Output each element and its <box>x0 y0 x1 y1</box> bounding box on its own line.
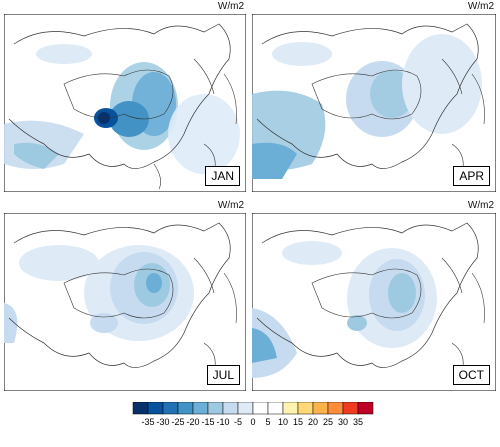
map-apr <box>252 14 496 192</box>
map-panel-jul: W/m2 JUL <box>4 200 246 391</box>
map-jan <box>4 14 246 192</box>
colorbar-tick-label: 20 <box>308 417 318 427</box>
colorbar-tick-label: -25 <box>171 417 184 427</box>
colorbar-tick-label: -30 <box>156 417 169 427</box>
colorbar-tick-label: -20 <box>186 417 199 427</box>
colorbar-swatch <box>342 402 359 415</box>
colorbar-swatch <box>297 402 314 415</box>
colorbar-tick-label: -35 <box>141 417 154 427</box>
colorbar-swatch <box>282 402 299 415</box>
colorbar-tick-label: 5 <box>265 417 270 427</box>
colorbar-swatch <box>147 402 164 415</box>
colorbar-tick-label: 0 <box>250 417 255 427</box>
colorbar-swatch <box>132 402 149 415</box>
colorbar-tick-label: 25 <box>323 417 333 427</box>
colorbar-tick-label: -10 <box>216 417 229 427</box>
colorbar-swatch <box>222 402 239 415</box>
unit-label-oct: W/m2 <box>467 200 494 211</box>
colorbar-swatch <box>207 402 224 415</box>
colorbar-swatch <box>327 402 344 415</box>
colorbar-tick-label: -15 <box>201 417 214 427</box>
colorbar-swatch <box>162 402 179 415</box>
colorbar-tick-label: -5 <box>234 417 242 427</box>
colorbar-swatch <box>237 402 254 415</box>
colorbar-swatch <box>312 402 329 415</box>
map-jul <box>4 213 246 391</box>
month-label-apr: APR <box>453 166 490 186</box>
colorbar-tick-label: 15 <box>293 417 303 427</box>
month-label-jul: JUL <box>206 365 240 385</box>
colorbar: -35 -30 -25 -20 -15 -10 -5 0 5 10 15 20 25 30 35 <box>132 402 374 427</box>
map-panel-apr: W/m2 APR <box>252 1 496 192</box>
unit-label-jan: W/m2 <box>217 1 244 12</box>
colorbar-tick-label: 35 <box>353 417 363 427</box>
colorbar-swatch <box>192 402 209 415</box>
colorbar-swatch <box>177 402 194 415</box>
colorbar-swatch <box>252 402 269 415</box>
colorbar-tick-label: 30 <box>338 417 348 427</box>
month-label-oct: OCT <box>452 365 490 385</box>
colorbar-swatch <box>357 402 374 415</box>
colorbar-tick-label: 10 <box>278 417 288 427</box>
unit-label-jul: W/m2 <box>217 200 244 211</box>
colorbar-swatch <box>267 402 284 415</box>
unit-label-apr: W/m2 <box>467 1 494 12</box>
month-label-jan: JAN <box>205 166 240 186</box>
map-oct <box>252 213 496 391</box>
map-panel-oct: W/m2 OCT <box>252 200 496 391</box>
map-panel-jan: W/m2 JAN <box>4 1 246 192</box>
